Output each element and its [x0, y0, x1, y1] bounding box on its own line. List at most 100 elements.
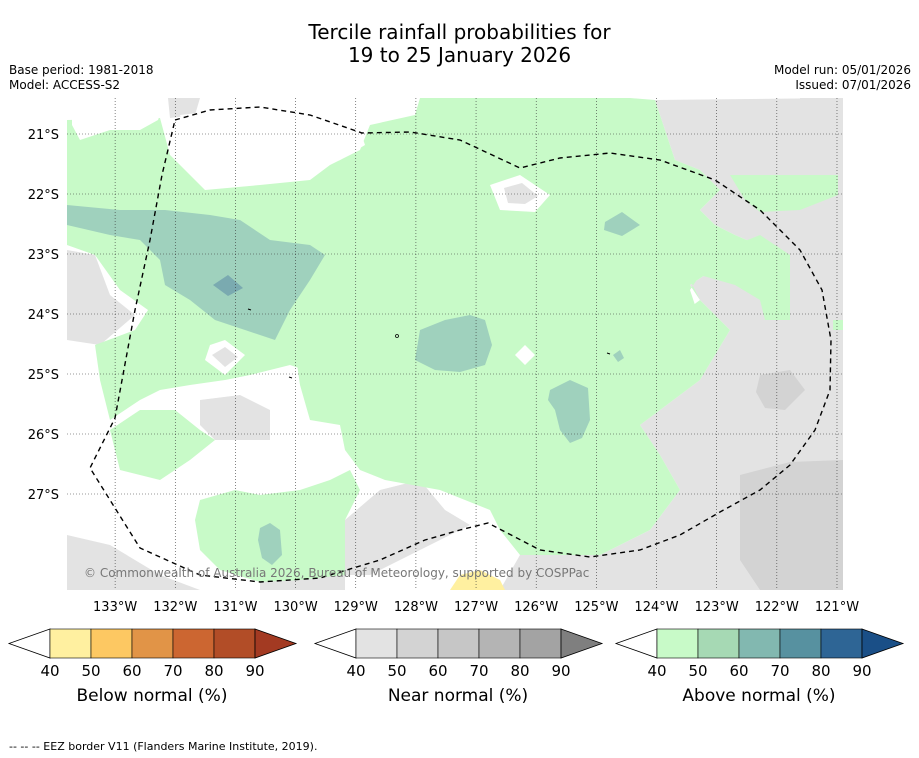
- above-normal-regions: [67, 98, 843, 582]
- latitude-tick-label: 24°S: [28, 308, 59, 323]
- small-feature: [247, 308, 252, 311]
- colorbar-tick-label: 90: [852, 662, 871, 680]
- gridlines: [67, 98, 843, 590]
- base-period: Base period: 1981-2018: [9, 63, 154, 77]
- below-normal-label: Below normal (%): [76, 686, 228, 706]
- colorbar-extend-low: [313, 628, 357, 659]
- colorbar-tick-label: 40: [40, 662, 59, 680]
- near-normal-50-region: [740, 460, 843, 590]
- colorbar-tick-label: 40: [647, 662, 666, 680]
- colorbar-segment: [396, 628, 439, 659]
- latitude-tick-label: 25°S: [28, 368, 59, 383]
- colorbar-extend-low: [7, 628, 51, 659]
- longitude-tick-label: 124°W: [634, 600, 678, 615]
- issued-date: Issued: 07/01/2026: [795, 78, 911, 92]
- model-name: Model: ACCESS-S2: [9, 78, 121, 92]
- colorbar: 40 50 60 70 80 90: [313, 628, 604, 680]
- above-normal-50-region: [67, 205, 325, 340]
- eez-legend-footer: -- -- -- EEZ border V11 (Flanders Marine…: [9, 740, 318, 753]
- above-normal-region: [67, 98, 790, 555]
- map-title-line1: Tercile rainfall probabilities for: [308, 20, 611, 44]
- colorbar-tick-label: 80: [811, 662, 830, 680]
- colorbar-segment: [437, 628, 480, 659]
- longitude-tick-label: 132°W: [153, 600, 197, 615]
- longitude-tick-label: 128°W: [394, 600, 438, 615]
- near-normal-region: [345, 480, 470, 575]
- near-normal-inner-region: [504, 183, 538, 204]
- colorbar-segment: [697, 628, 740, 659]
- metadata-left: Base period: 1981-2018 Model: ACCESS-S2: [9, 63, 154, 93]
- normal-gap-regions: [72, 100, 550, 375]
- longitude-tick-label: 126°W: [514, 600, 558, 615]
- colorbar-tick-label: 60: [729, 662, 748, 680]
- near-normal-inner-region: [212, 347, 238, 367]
- longitude-labels: 133°W 132°W 131°W 130°W 129°W 128°W 127°W 126°W…: [93, 600, 859, 615]
- above-normal-region: [833, 320, 843, 330]
- colorbar-segment: [172, 628, 215, 659]
- colorbar-segment: [131, 628, 174, 659]
- eez-border: [89, 106, 832, 583]
- above-normal-50-region: [613, 350, 624, 362]
- longitude-tick-label: 130°W: [274, 600, 318, 615]
- colorbar: 40 50 60 70 80 90: [614, 628, 905, 680]
- near-normal-region: [168, 98, 200, 118]
- latitude-tick-label: 21°S: [28, 128, 59, 143]
- colorbar-segment: [820, 628, 863, 659]
- latitude-tick-label: 22°S: [28, 188, 59, 203]
- small-feature: [606, 352, 611, 355]
- longitude-tick-label: 131°W: [213, 600, 257, 615]
- colorbar-tick-label: 50: [688, 662, 707, 680]
- small-island: [395, 334, 399, 338]
- near-normal-inner: [212, 183, 538, 367]
- near-normal-region: [800, 98, 843, 125]
- above-normal-50-region: [604, 212, 640, 236]
- colorbar-tick-label: 40: [346, 662, 365, 680]
- above-normal-50-regions: [67, 205, 640, 565]
- colorbar-tick-label: 90: [551, 662, 570, 680]
- above-normal-region: [195, 470, 360, 582]
- colorbar-segment: [519, 628, 562, 659]
- colorbar-tick-label: 80: [510, 662, 529, 680]
- white-gap: [180, 108, 365, 185]
- colorbar-tick-label: 70: [469, 662, 488, 680]
- map-title-line2: 19 to 25 January 2026: [347, 43, 572, 67]
- model-run: Model run: 05/01/2026: [773, 63, 911, 77]
- above-normal-50-region: [415, 315, 492, 372]
- latitude-tick-label: 26°S: [28, 428, 59, 443]
- colorbar-extend-high: [861, 628, 905, 659]
- longitude-tick-label: 125°W: [574, 600, 618, 615]
- colorbar-segment: [478, 628, 521, 659]
- colorbar-extend-low: [614, 628, 658, 659]
- longitude-tick-label: 121°W: [815, 600, 859, 615]
- metadata-right: Model run: 05/01/2026 Issued: 07/01/2026: [774, 63, 911, 93]
- near-normal-50-region: [756, 370, 805, 410]
- longitude-tick-label: 129°W: [334, 600, 378, 615]
- small-feature: [288, 376, 293, 379]
- colorbars: 40 50 60 70 80 90 40 50 60 70 80 90 40 50 60 70 80 90: [7, 628, 905, 680]
- colorbar-extend-high: [254, 628, 298, 659]
- near-normal-50-regions: [740, 370, 843, 590]
- above-normal-50-region: [548, 380, 590, 443]
- latitude-labels: 21°S 22°S 23°S 24°S 25°S 26°S 27°S: [28, 128, 59, 503]
- above-normal-region: [730, 175, 838, 212]
- above-normal-50-region: [258, 523, 282, 565]
- colorbar: 40 50 60 70 80 90: [7, 628, 298, 680]
- colorbar-segment: [49, 628, 92, 659]
- above-normal-label: Above normal (%): [682, 686, 836, 706]
- longitude-tick-label: 127°W: [454, 600, 498, 615]
- colorbar-segment: [738, 628, 781, 659]
- longitude-tick-label: 122°W: [755, 600, 799, 615]
- near-normal-region: [67, 250, 135, 345]
- colorbar-tick-label: 70: [770, 662, 789, 680]
- copyright-text: © Commonwealth of Australia 2026, Bureau…: [84, 566, 589, 580]
- longitude-tick-label: 123°W: [695, 600, 739, 615]
- colorbar-tick-label: 60: [122, 662, 141, 680]
- latitude-tick-label: 27°S: [28, 488, 59, 503]
- longitude-tick-label: 133°W: [93, 600, 137, 615]
- colorbar-segment: [779, 628, 822, 659]
- near-normal-label: Near normal (%): [387, 686, 529, 706]
- above-normal-region: [110, 410, 215, 480]
- map-panel: [67, 98, 843, 590]
- colorbar-segment: [90, 628, 133, 659]
- colorbar-tick-label: 60: [428, 662, 447, 680]
